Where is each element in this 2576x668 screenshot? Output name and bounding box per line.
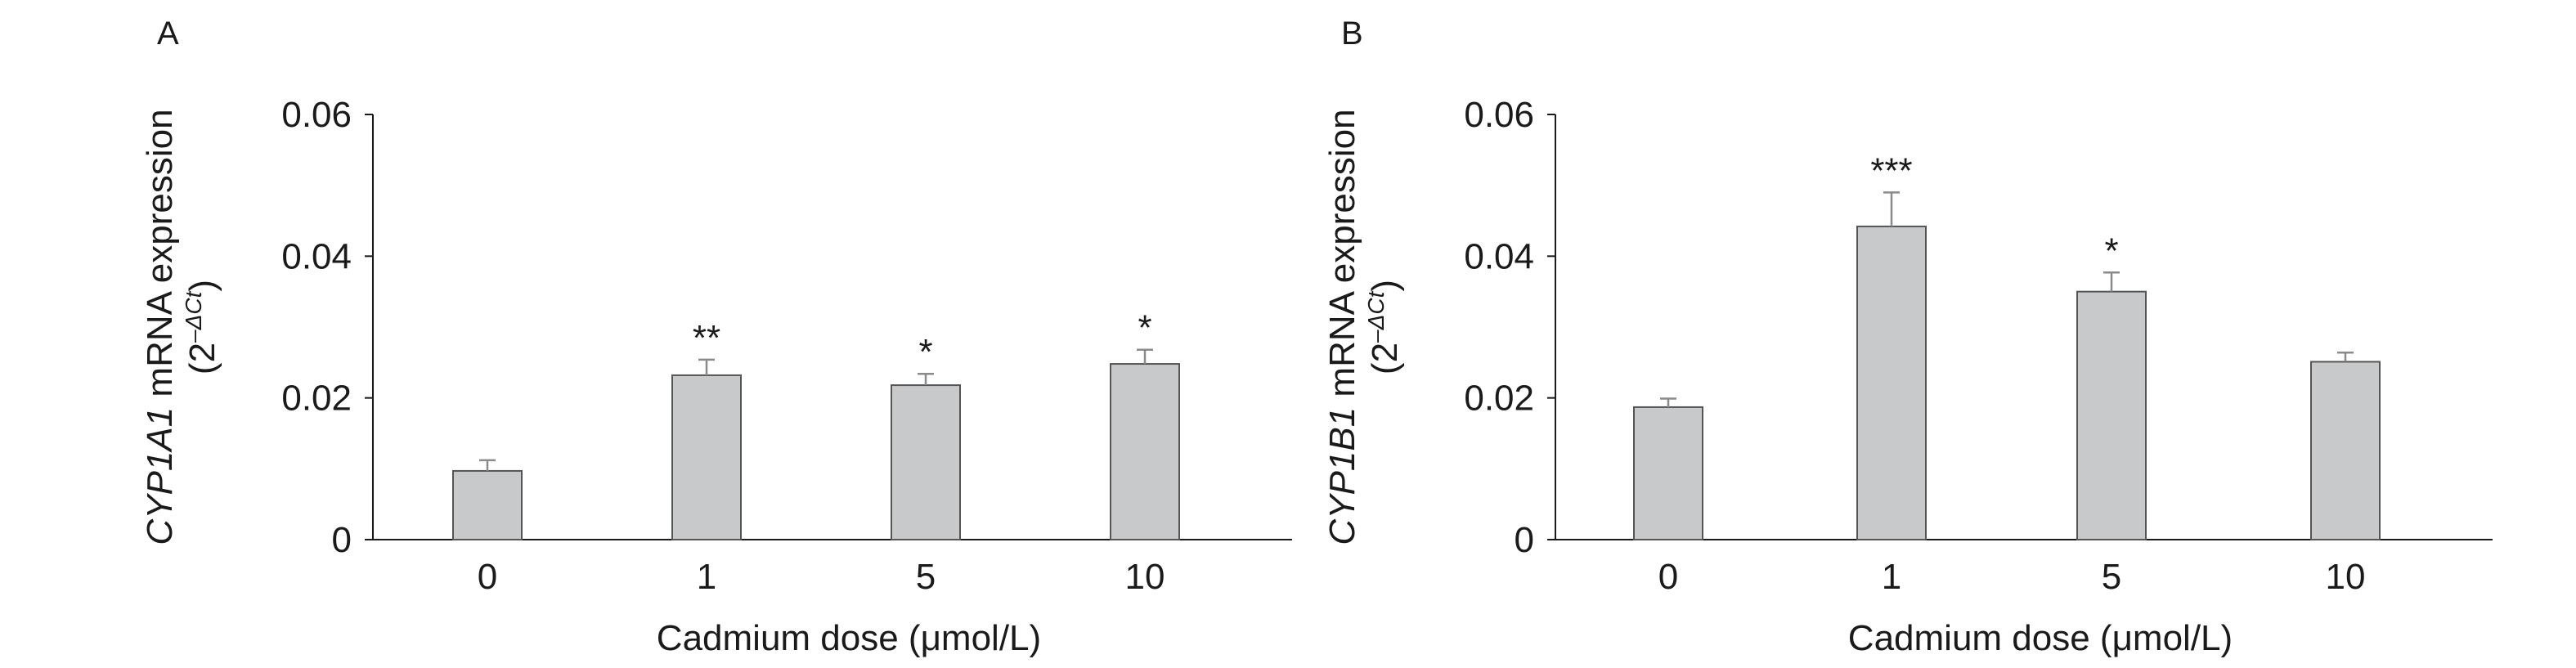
- y-tick-label: 0.02: [1464, 379, 1534, 419]
- panel-label: A: [157, 16, 179, 52]
- y-tick-label: 0.06: [1464, 95, 1534, 135]
- significance-marker: **: [693, 318, 720, 358]
- x-tick-label: 1: [1882, 557, 1901, 597]
- y-axis-label-superscript: –ΔCt: [181, 290, 206, 343]
- x-tick-label: 0: [1658, 557, 1678, 597]
- y-axis-label-prefix: (2: [1365, 343, 1405, 374]
- y-axis-label-line1: CYP1B1 mRNA expression: [1322, 109, 1362, 545]
- significance-marker: ***: [1870, 150, 1912, 191]
- y-tick-label: 0: [1515, 520, 1534, 560]
- y-axis-label-prefix: (2: [182, 343, 222, 374]
- bar: [1633, 406, 1703, 540]
- y-tick-label: 0.02: [281, 379, 352, 419]
- x-axis-label: Cadmium dose (μmol/L): [1848, 618, 2233, 658]
- y-axis-label-rest: mRNA expression: [1322, 109, 1362, 406]
- y-tick-label: 0.04: [1464, 236, 1534, 276]
- y-tick-label: 0.04: [281, 236, 352, 276]
- x-tick-label: 5: [916, 557, 936, 597]
- x-axis-label: Cadmium dose (μmol/L): [657, 618, 1041, 658]
- panel-label: B: [1341, 16, 1363, 52]
- y-axis-label-suffix: ): [1365, 280, 1405, 292]
- x-tick-label: 5: [2102, 557, 2121, 597]
- bar: [1110, 363, 1180, 541]
- bar: [2076, 290, 2147, 540]
- panel-b: B 0 0.02 0.04 0.06 0 *** 1 * 5 10 Cadmium dose (μmo…: [1322, 16, 2493, 658]
- bar: [671, 374, 742, 540]
- significance-marker: *: [918, 332, 932, 372]
- y-axis-label-superscript: –ΔCt: [1363, 290, 1389, 343]
- x-tick-label: 0: [478, 557, 497, 597]
- y-tick-label: 0: [332, 520, 352, 560]
- bar: [2310, 361, 2381, 541]
- y-axis-label-rest: mRNA expression: [140, 109, 180, 406]
- bar: [452, 469, 523, 541]
- x-tick-label: 10: [2326, 557, 2366, 597]
- significance-marker: *: [1138, 308, 1151, 348]
- y-axis-label-line2: (2–ΔCt): [1363, 280, 1405, 374]
- y-axis-label-gene: CYP1B1: [1322, 407, 1362, 545]
- y-axis-label-gene: CYP1A1: [140, 407, 180, 545]
- bar: [891, 384, 961, 541]
- y-axis-label-line1: CYP1A1 mRNA expression: [140, 109, 180, 545]
- x-tick-label: 10: [1125, 557, 1165, 597]
- bar: [1856, 225, 1927, 540]
- significance-marker: *: [2104, 231, 2118, 271]
- x-tick-label: 1: [697, 557, 716, 597]
- y-tick-label: 0.06: [281, 95, 352, 135]
- y-axis-label-line2: (2–ΔCt): [181, 280, 222, 374]
- y-axis-label-suffix: ): [182, 280, 222, 292]
- panel-a: A 0 0.02 0.04 0.06 0 ** 1 * 5 * 10 Cadmium dose (μmo…: [140, 16, 1292, 658]
